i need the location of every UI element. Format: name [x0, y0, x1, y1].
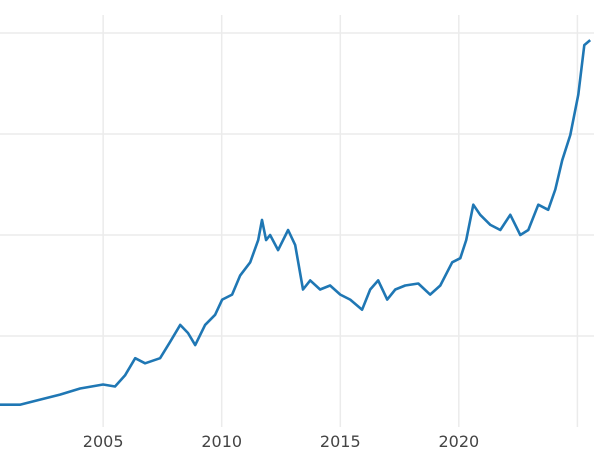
- x-tick-label: 2015: [320, 432, 361, 450]
- x-tick-label: 2005: [83, 432, 124, 450]
- x-axis-ticks: 2005 2010 2015 2020: [83, 432, 479, 450]
- series-line: [0, 39, 592, 407]
- x-tick-label: 2020: [438, 432, 479, 450]
- x-tick-label: 2010: [201, 432, 242, 450]
- grid: [0, 15, 594, 427]
